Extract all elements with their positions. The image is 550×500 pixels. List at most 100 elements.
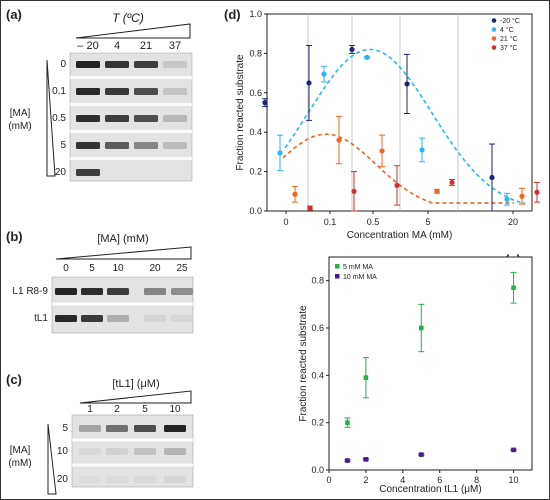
chart-d-legend-label: 37 °C (500, 44, 518, 52)
gel-b-wedge (55, 246, 192, 260)
panel-label-b: (b) (6, 229, 23, 244)
chart-e-xtick-label: 6 (437, 475, 442, 485)
chart-d-legend-marker (491, 18, 497, 23)
chart-d-point (321, 71, 327, 77)
gel-b-conc-label: 20 (149, 263, 161, 274)
chart-e-point (511, 285, 516, 291)
chart-d-xtick-label: 20 (508, 217, 518, 227)
chart-d-point (489, 174, 495, 181)
gel-b-band (55, 315, 77, 322)
gel-a-temp-label: – 20 (77, 40, 98, 52)
gel-a-band (134, 115, 158, 122)
chart-d-legend-label: 21 °C (500, 35, 518, 43)
gel-b-axis-title: [MA] (mM) (97, 233, 148, 245)
chart-e-ytick-label: 0.6 (311, 323, 324, 333)
chart-e-ytick-label: 0.2 (311, 418, 324, 428)
gel-c-band (79, 425, 101, 432)
gel-c-wedge (79, 390, 192, 404)
gel-a-band (163, 88, 187, 95)
chart-e-legend-marker (335, 274, 340, 279)
gel-c-band (134, 448, 156, 455)
chart-d-xlabel: Concentration MA (mM) (347, 230, 453, 241)
chart-e-legend-label: 10 mM MA (343, 274, 377, 281)
gel-a-band (76, 169, 100, 176)
gel-c-band (134, 476, 156, 483)
gel-c-conc-label: 2 (114, 404, 120, 415)
gel-a-ma-wedge (46, 59, 56, 177)
gel-c-band (164, 425, 186, 432)
gel-c-ma-level: 20 (57, 474, 69, 485)
chart-d-ytick-label: 1.0 (249, 9, 262, 19)
gel-a-band (134, 61, 158, 68)
chart-d-point (449, 179, 455, 186)
chart-d-fit-curve (284, 48, 526, 204)
chart-d-point (434, 188, 440, 194)
gel-a-temp-label: 21 (140, 40, 152, 52)
chart-d-point (419, 147, 425, 153)
chart-d-point (262, 100, 268, 106)
chart-e-point (418, 452, 424, 457)
chart-d-point (394, 182, 400, 188)
gel-a-band (105, 88, 129, 95)
chart-e-point (363, 375, 369, 380)
chart-d-point (292, 191, 298, 197)
gel-a-ma-level: 0.5 (52, 113, 66, 124)
chart-d-point (349, 46, 355, 53)
gel-a-ma-level: 0 (60, 59, 66, 70)
chart-d-ytick-label: 0.4 (249, 127, 262, 137)
chart-d-point (307, 205, 313, 211)
gel-a-band (76, 115, 100, 122)
chart-e-xtick-label: 8 (474, 475, 479, 485)
gel-a-band (163, 61, 187, 68)
gel-b-row-label: L1 R8-9 (12, 286, 48, 297)
gel-b-band (55, 288, 77, 295)
chart-e-legend-label: 5 mM MA (343, 264, 373, 271)
gel-a-band (105, 142, 129, 149)
chart-d-ytick-label: 0.0 (249, 206, 262, 216)
gel-a-band (76, 142, 100, 149)
chart-d-point (277, 150, 283, 156)
gel-b-row-label: tL1 (34, 313, 48, 324)
chart-d-ytick-label: 0.8 (249, 48, 262, 58)
gel-c-band (106, 448, 128, 455)
gel-a-band (76, 88, 100, 95)
gel-a-temp-label: 37 (169, 40, 181, 52)
gel-a-band (134, 88, 158, 95)
chart-e-xtick-label: 4 (400, 475, 405, 485)
gel-c-ma-title: [MA] (10, 445, 31, 456)
gel-a-band (163, 115, 187, 122)
gel-a-ma-level: 20 (55, 167, 67, 178)
chart-e-xtick-label: 0 (326, 475, 331, 485)
chart-e-ylabel: Fraction reacted substrate (298, 305, 309, 422)
gel-a-ma-level: 5 (60, 140, 66, 151)
gel-b-band (81, 288, 103, 295)
chart-d-point (351, 188, 357, 194)
chart-e-point (418, 325, 424, 331)
gel-a-ma-unit: (mM) (8, 121, 31, 132)
gel-c-axis-title: [tL1] (μM) (112, 378, 159, 390)
gel-a-ma-title: [MA] (10, 108, 31, 119)
gel-c-ma-wedge (47, 423, 57, 495)
chart-e-plot-area (328, 256, 533, 471)
panel-label-a: (a) (6, 7, 22, 22)
chart-d-xtick-label: 5 (425, 217, 430, 227)
chart-d-ytick-label: 0.2 (249, 167, 262, 177)
chart-d-legend-label: 4 °C (500, 26, 514, 34)
gel-c-conc-label: 10 (169, 404, 181, 415)
gel-c-band (79, 476, 101, 483)
chart-e-xtick-label: 2 (363, 475, 368, 485)
gel-b-conc-label: 5 (89, 263, 95, 274)
chart-d-xtick-label: 0.5 (367, 217, 380, 227)
chart-d-legend-label: -20 °C (500, 17, 520, 25)
chart-d-legend-marker (491, 27, 497, 32)
chart-e-ytick-label: 0.8 (311, 276, 324, 286)
chart-e-point (511, 447, 516, 453)
gel-c-band (164, 476, 186, 483)
gel-c-conc-label: 5 (142, 404, 148, 415)
chart-e-xlabel: Concentration tL1 (μM) (379, 484, 481, 495)
chart-e-xtick-label: 10 (509, 475, 519, 485)
gel-a-band (163, 142, 187, 149)
chart-d-point (379, 148, 385, 154)
